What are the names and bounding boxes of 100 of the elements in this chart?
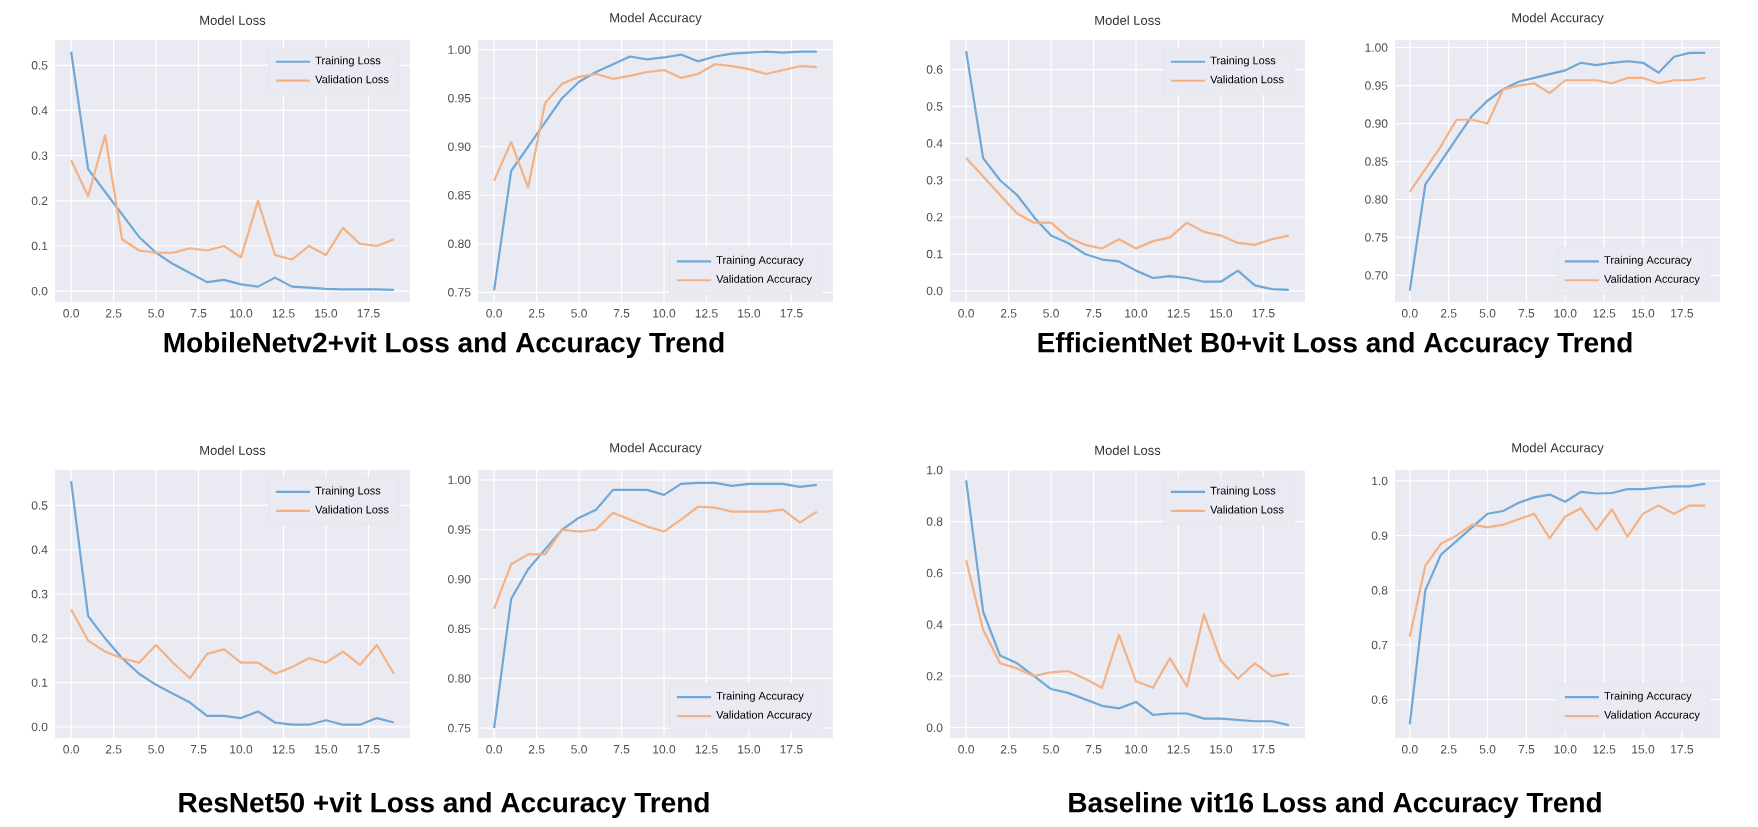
x-tick-label: 0.0 <box>486 309 503 318</box>
x-tick-label: 2.5 <box>1000 745 1017 754</box>
y-tick-label: 0.75 <box>1365 233 1388 242</box>
legend-label: Training Accuracy <box>1604 691 1692 702</box>
x-tick-label: 0.0 <box>958 745 975 754</box>
y-tick-label: 0.85 <box>1365 157 1388 166</box>
x-tick-label: 12.5 <box>1167 745 1190 754</box>
x-tick-label: 17.5 <box>780 309 803 318</box>
legend-label: Validation Accuracy <box>716 274 812 286</box>
y-tick-label: 0.75 <box>448 288 471 297</box>
x-tick-label: 15.0 <box>1210 309 1233 318</box>
line-series <box>70 134 395 261</box>
y-tick-label: 0.95 <box>448 93 471 103</box>
x-tick-label: 15.0 <box>1632 309 1655 318</box>
y-tick-label: 0.5 <box>31 61 48 70</box>
x-tick-label: 10.0 <box>1554 745 1577 754</box>
x-tick-label: 0.0 <box>958 309 975 318</box>
chart-title: Model Accuracy <box>1512 442 1604 455</box>
text: MobileNetv2+vit Loss and Accuracy Trend <box>164 331 724 359</box>
x-tick-label: 0.0 <box>1401 745 1418 754</box>
y-tick-label: 0.80 <box>1365 195 1388 204</box>
y-tick-label: 0.80 <box>448 674 471 683</box>
y-tick-label: 0.0 <box>926 286 943 296</box>
text: Baseline vit16 Loss and Accuracy Trend <box>1069 791 1601 819</box>
legend-label: Validation Loss <box>315 75 389 84</box>
x-tick-label: 17.5 <box>357 745 380 754</box>
x-tick-label: 12.5 <box>272 309 295 318</box>
legend-label: Training Accuracy <box>716 691 804 702</box>
x-tick-label: 2.5 <box>1000 309 1017 318</box>
y-tick-label: 0.7 <box>1371 640 1388 650</box>
y-tick-label: 1.00 <box>448 45 471 54</box>
y-tick-label: 0.2 <box>926 212 943 222</box>
y-tick-label: 0.4 <box>926 620 943 629</box>
y-tick-label: 0.85 <box>448 624 471 634</box>
x-tick-label: 2.5 <box>528 309 545 318</box>
y-tick-label: 1.0 <box>1372 476 1388 486</box>
legend-label: Training Loss <box>315 56 381 67</box>
y-tick-label: 0.0 <box>31 286 48 296</box>
y-tick-label: 0.2 <box>31 634 48 643</box>
y-tick-label: 0.5 <box>926 102 943 111</box>
chart-title: Model Loss <box>200 15 266 25</box>
x-tick-label: 2.5 <box>105 309 122 318</box>
x-tick-label: 7.5 <box>1518 309 1535 318</box>
y-tick-label: 0.1 <box>926 249 943 259</box>
y-tick-label: 0.3 <box>926 175 943 185</box>
y-tick-label: 0.0 <box>31 722 48 732</box>
x-tick-label: 0.0 <box>1401 309 1418 318</box>
y-tick-label: 0.90 <box>448 142 471 151</box>
y-tick-label: 0.2 <box>926 671 943 681</box>
x-tick-label: 15.0 <box>315 309 338 318</box>
x-tick-label: 10.0 <box>653 309 676 318</box>
x-tick-label: 7.5 <box>1085 745 1102 754</box>
line-series <box>1408 482 1707 726</box>
x-tick-label: 2.5 <box>1440 309 1457 318</box>
legend-label: Validation Accuracy <box>716 710 812 721</box>
y-tick-label: 1.00 <box>1365 43 1388 52</box>
x-tick-label: 12.5 <box>1593 309 1616 318</box>
y-tick-label: 0.0 <box>926 723 943 732</box>
x-tick-label: 5.0 <box>1479 745 1496 754</box>
y-tick-label: 0.6 <box>926 568 943 578</box>
y-tick-label: 0.3 <box>31 151 48 160</box>
x-tick-label: 12.5 <box>695 309 718 318</box>
x-tick-label: 7.5 <box>1518 745 1535 754</box>
legend-label: Validation Loss <box>1210 75 1284 84</box>
x-tick-label: 17.5 <box>357 309 380 318</box>
x-tick-label: 10.0 <box>230 309 253 318</box>
chart-title: Model Accuracy <box>1512 12 1604 25</box>
legend-label: Validation Loss <box>315 505 389 514</box>
x-tick-label: 15.0 <box>1210 745 1233 754</box>
y-tick-label: 0.4 <box>926 139 943 148</box>
y-tick-label: 0.6 <box>1371 695 1388 704</box>
x-tick-label: 5.0 <box>571 745 587 754</box>
y-tick-label: 0.75 <box>448 723 471 733</box>
x-tick-label: 17.5 <box>1252 745 1275 754</box>
legend-label: Training Accuracy <box>1604 255 1692 267</box>
x-tick-label: 0.0 <box>63 309 80 318</box>
chart-title: Model Accuracy <box>610 442 702 455</box>
y-tick-label: 0.4 <box>31 545 48 554</box>
y-tick-label: 0.95 <box>1365 81 1388 90</box>
chart-title: Model Loss <box>200 445 266 455</box>
x-tick-label: 0.0 <box>63 745 80 754</box>
y-tick-label: 0.85 <box>448 191 471 200</box>
x-tick-label: 7.5 <box>613 309 630 318</box>
x-tick-label: 17.5 <box>780 745 803 754</box>
y-tick-label: 0.6 <box>926 65 943 74</box>
x-tick-label: 2.5 <box>528 745 545 754</box>
legend-label: Validation Accuracy <box>1604 710 1700 721</box>
x-tick-label: 17.5 <box>1671 745 1694 754</box>
x-tick-label: 10.0 <box>230 745 253 754</box>
y-tick-label: 1.0 <box>927 465 943 475</box>
x-tick-label: 12.5 <box>695 745 718 754</box>
x-tick-label: 12.5 <box>1593 745 1616 754</box>
x-tick-label: 5.0 <box>148 745 164 754</box>
x-tick-label: 5.0 <box>1043 309 1059 318</box>
x-tick-label: 7.5 <box>613 745 630 754</box>
y-tick-label: 0.8 <box>1371 586 1388 595</box>
y-tick-label: 0.2 <box>31 196 48 206</box>
x-tick-label: 17.5 <box>1671 309 1694 318</box>
y-tick-label: 0.95 <box>448 525 471 534</box>
x-tick-label: 7.5 <box>190 745 207 754</box>
